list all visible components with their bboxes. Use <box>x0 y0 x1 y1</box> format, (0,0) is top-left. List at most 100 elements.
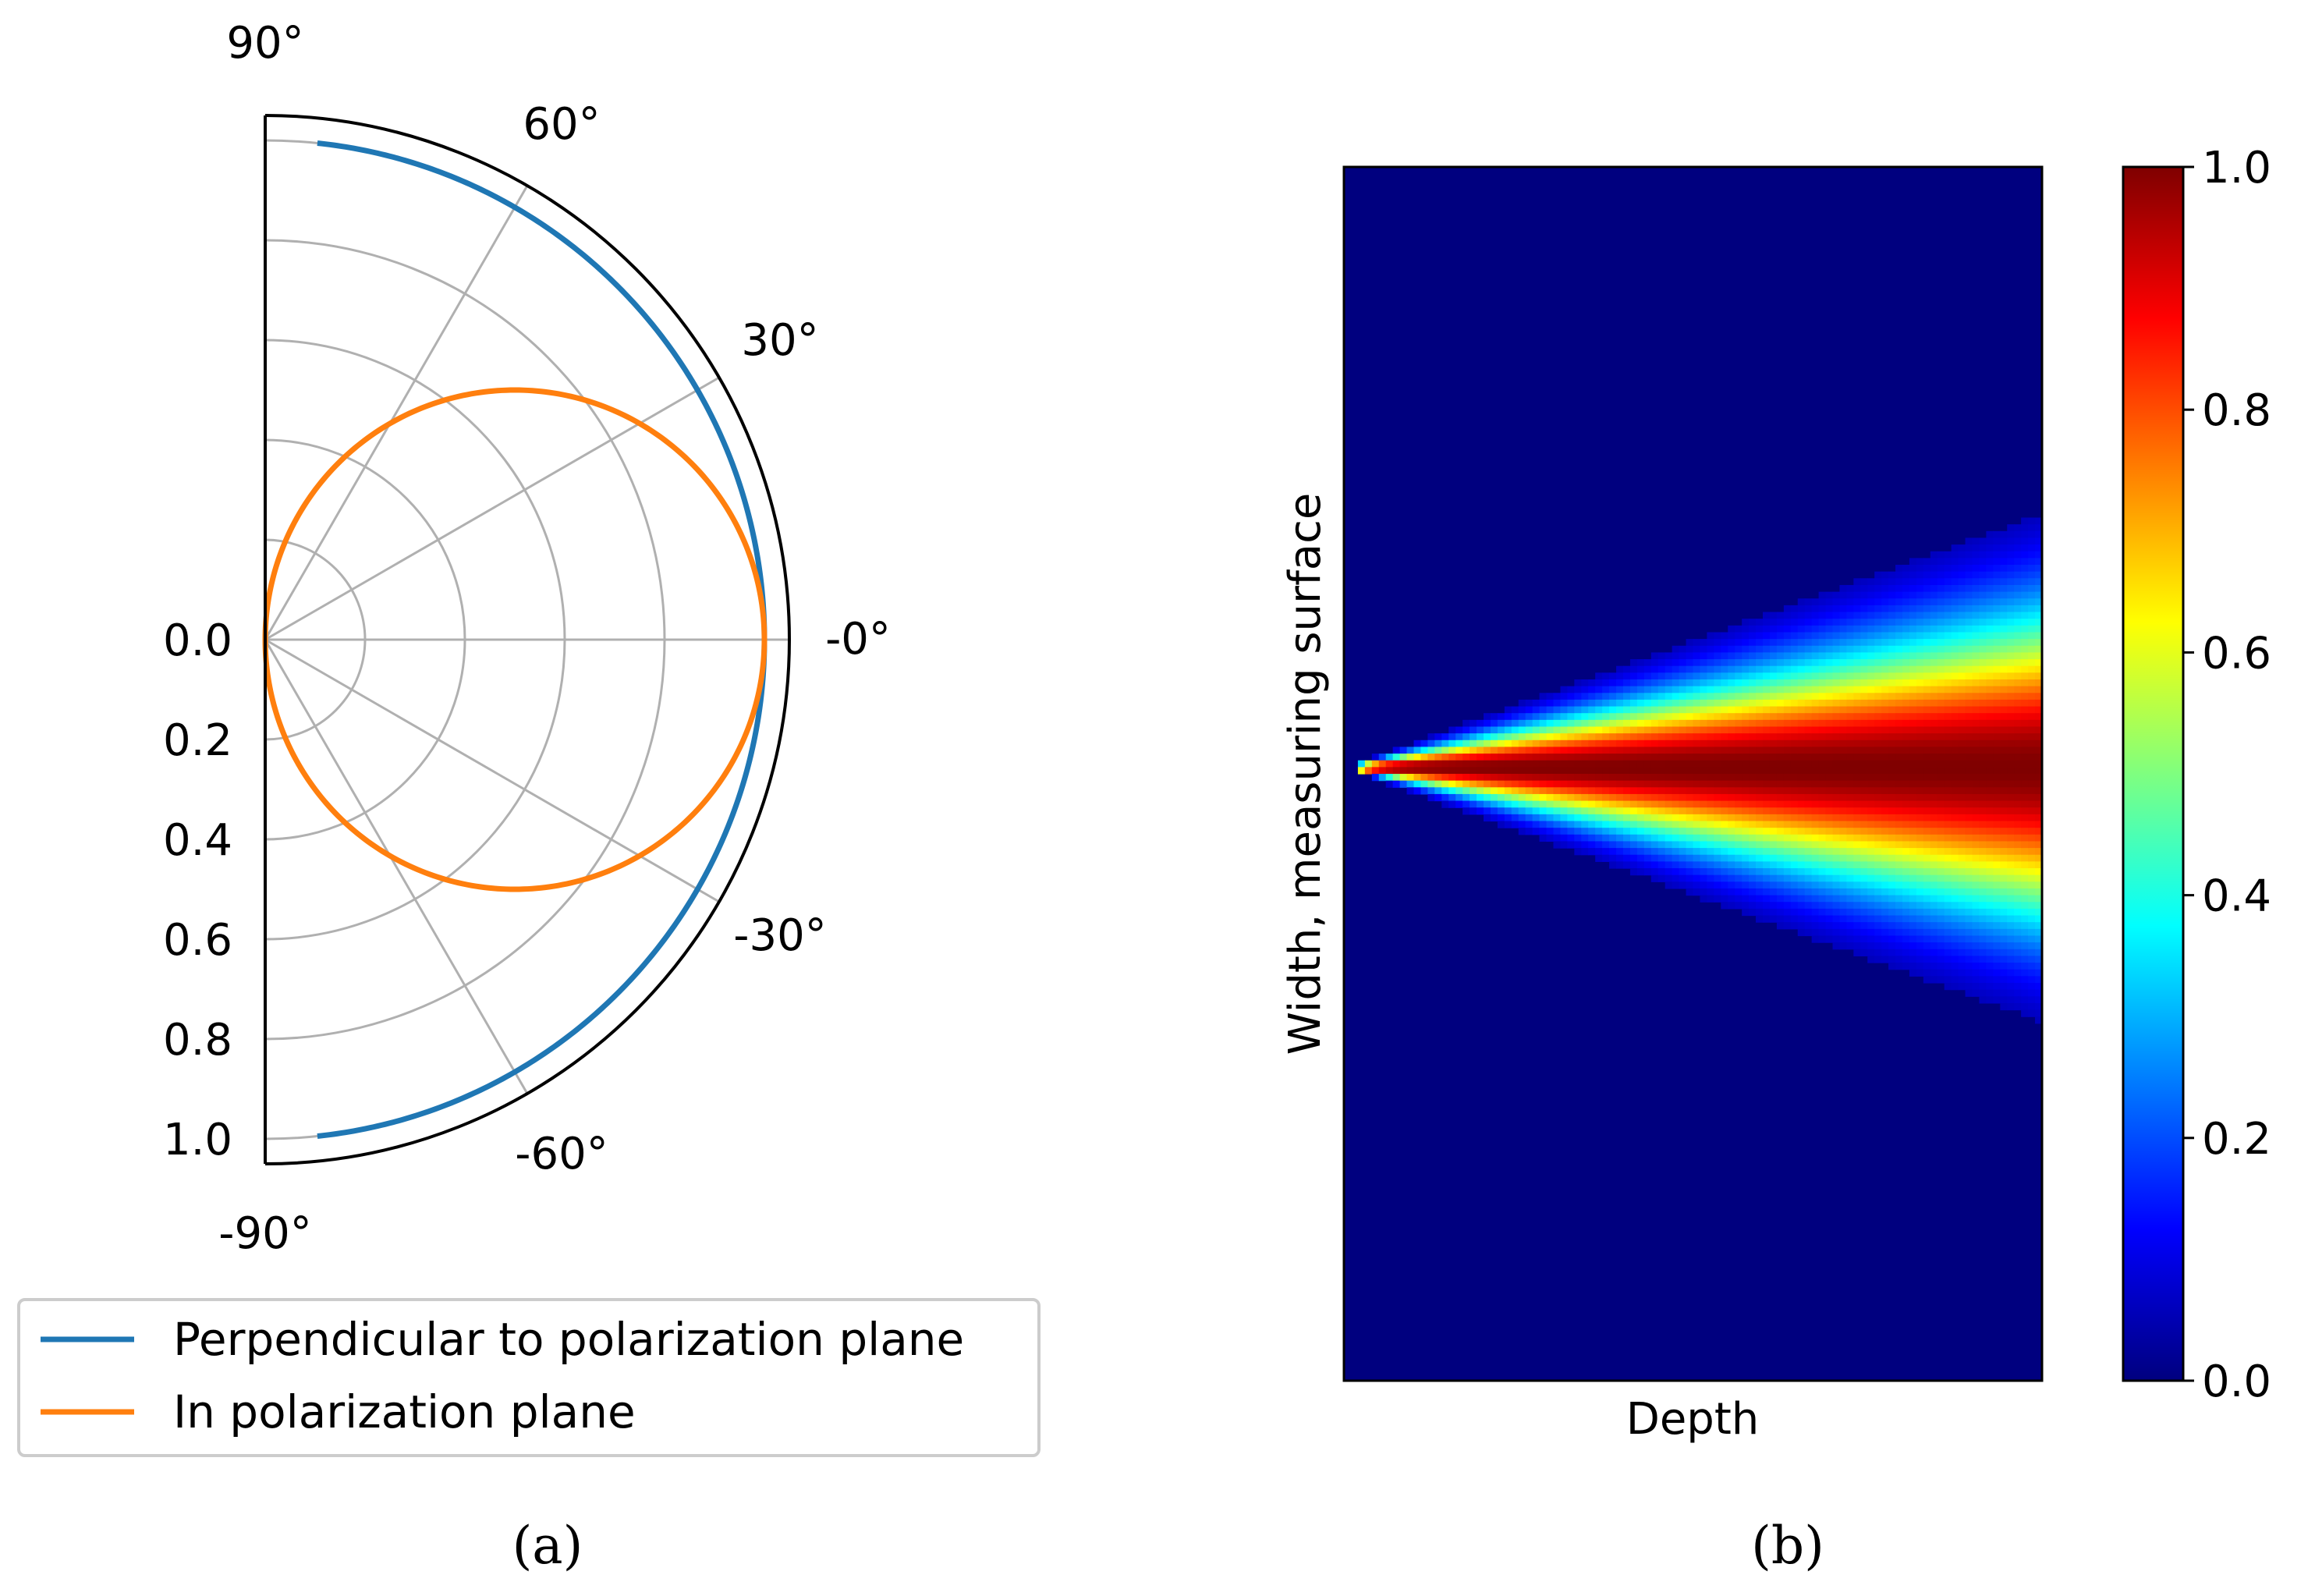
heatmap-cell <box>1776 780 1785 788</box>
heatmap-cell <box>2007 578 2015 586</box>
heatmap-cell <box>2000 612 2008 619</box>
heatmap-cell <box>1846 659 1854 667</box>
heatmap-cell <box>1818 908 1827 917</box>
heatmap-cell <box>2028 895 2036 903</box>
heatmap-cell <box>1413 780 1422 788</box>
heatmap-cell <box>1581 706 1589 714</box>
heatmap-cell <box>1986 922 1994 930</box>
heatmap-cell <box>1364 767 1373 775</box>
heatmap-cell <box>2035 665 2042 673</box>
heatmap-cell <box>1993 868 2001 876</box>
heatmap-cell <box>1763 848 1771 856</box>
heatmap-cell <box>1979 699 1987 708</box>
heatmap-cell <box>1811 841 1820 849</box>
heatmap-cell <box>1839 619 1847 626</box>
heatmap-cell <box>1881 793 1889 802</box>
heatmap-cell <box>1790 659 1799 667</box>
heatmap-cell <box>1874 895 1882 903</box>
heatmap-cell <box>1769 902 1778 910</box>
heatmap-cell <box>1881 584 1889 593</box>
colorbar: 0.00.20.40.60.81.0 <box>2122 143 2271 1407</box>
heatmap-cell <box>1700 821 1707 828</box>
heatmap-cell <box>1811 686 1820 693</box>
heatmap-cell <box>1958 672 1966 680</box>
heatmap-cell <box>2000 922 2008 930</box>
heatmap-cell <box>1595 793 1603 802</box>
heatmap-cell <box>1881 861 1889 869</box>
heatmap-cell <box>1769 807 1778 815</box>
heatmap-cell <box>1902 619 1910 626</box>
heatmap-cell <box>2028 665 2036 673</box>
heatmap-cell <box>1742 625 1750 633</box>
heatmap-cell <box>1972 922 1980 930</box>
heatmap-cell <box>1972 908 1980 917</box>
heatmap-cell <box>1965 598 1973 606</box>
heatmap-cell <box>2035 989 2042 997</box>
heatmap-cell <box>1888 793 1896 802</box>
heatmap-cell <box>1756 659 1764 667</box>
heatmap-cell <box>2035 908 2042 917</box>
heatmap-cell <box>1735 686 1743 693</box>
heatmap-cell <box>1867 949 1875 956</box>
heatmap-cell <box>1853 598 1861 606</box>
heatmap-cell <box>1860 726 1868 734</box>
heatmap-cell <box>1497 787 1505 795</box>
heatmap-cell <box>1790 619 1799 626</box>
heatmap-cell <box>1825 686 1834 693</box>
heatmap-cell <box>2000 754 2008 761</box>
heatmap-cell <box>1853 619 1861 626</box>
heatmap-cell <box>1742 619 1750 626</box>
heatmap-cell <box>1609 807 1617 815</box>
heatmap-cell <box>1909 874 1917 882</box>
heatmap-cell <box>1853 699 1861 708</box>
heatmap-cell <box>1546 774 1555 782</box>
heatmap-cell <box>1588 828 1596 835</box>
heatmap-cell <box>1986 706 1994 714</box>
heatmap-cell <box>1874 787 1882 795</box>
heatmap-cell <box>1902 915 1910 923</box>
heatmap-cell <box>1993 767 2001 775</box>
heatmap-cell <box>1665 699 1673 708</box>
heatmap-cell <box>1783 612 1792 619</box>
heatmap-cell <box>1811 922 1820 930</box>
heatmap-cell <box>1497 814 1505 822</box>
heatmap-cell <box>1874 591 1882 599</box>
heatmap-cell <box>1477 733 1484 741</box>
heatmap-cell <box>1629 679 1638 687</box>
heatmap-cell <box>1923 874 1931 882</box>
heatmap-cell <box>1763 881 1771 889</box>
heatmap-cell <box>1602 780 1610 788</box>
heatmap-cell <box>1532 814 1540 822</box>
heatmap-cell <box>1636 780 1645 788</box>
heatmap-cell <box>1965 814 1973 822</box>
heatmap-cell <box>1643 828 1652 835</box>
heatmap-cell <box>2014 989 2022 997</box>
heatmap-cell <box>1818 699 1827 708</box>
heatmap-cell <box>1686 874 1694 882</box>
heatmap-cell <box>1721 793 1728 802</box>
heatmap-cell <box>1986 733 1994 741</box>
heatmap-cell <box>1721 665 1728 673</box>
heatmap-cell <box>1728 699 1735 708</box>
heatmap-cell <box>1636 665 1645 673</box>
heatmap-cell <box>1700 814 1707 822</box>
heatmap-cell <box>1623 841 1631 849</box>
heatmap-cell <box>1972 767 1980 775</box>
heatmap-cell <box>1763 625 1771 633</box>
heatmap-cell <box>1951 672 1959 680</box>
heatmap-cell <box>1616 834 1624 842</box>
heatmap-cell <box>1504 800 1512 808</box>
heatmap-cell <box>1888 760 1896 768</box>
heatmap-cell <box>1797 908 1806 917</box>
heatmap-cell <box>2014 665 2022 673</box>
heatmap-cell <box>1986 774 1994 782</box>
heatmap-cell <box>1623 861 1631 869</box>
heatmap-cell <box>1972 645 1980 653</box>
heatmap-cell <box>1406 774 1415 782</box>
heatmap-cell <box>1958 726 1966 734</box>
heatmap-cell <box>1993 605 2001 613</box>
heatmap-cell <box>1756 861 1764 869</box>
heatmap-cell <box>1881 619 1889 626</box>
heatmap-cell <box>1951 888 1959 896</box>
heatmap-cell <box>1846 787 1854 795</box>
